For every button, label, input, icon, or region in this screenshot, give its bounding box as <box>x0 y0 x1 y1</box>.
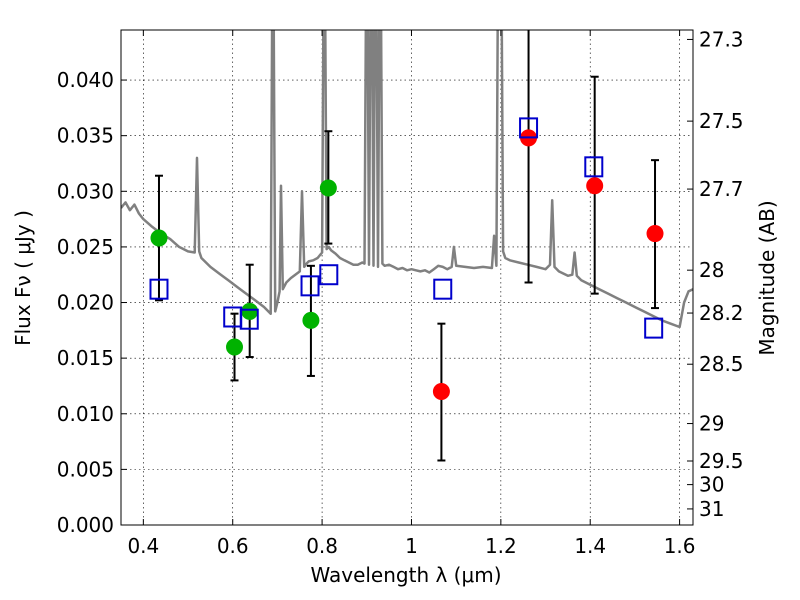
y-tick-label: 0.025 <box>57 235 114 259</box>
square-marker <box>644 317 664 339</box>
x-tick-label: 1 <box>405 534 418 558</box>
y-tick-label: 0.020 <box>57 291 114 315</box>
square-marker <box>239 308 259 330</box>
square-marker <box>433 278 453 300</box>
y-tick-label: 0.005 <box>57 457 114 481</box>
square-marker <box>584 156 604 178</box>
x-tick-label: 1.2 <box>485 534 517 558</box>
x-tick-label: 0.4 <box>127 534 159 558</box>
model-spectrum-group <box>121 30 693 329</box>
data-markers-group <box>149 30 664 462</box>
y-tick-label: 0.010 <box>57 402 114 426</box>
y-tick-label: 0.000 <box>57 513 114 537</box>
right-tick-label: 28 <box>699 258 724 282</box>
right-tick-label: 29.5 <box>699 449 744 473</box>
right-tick-label: 29 <box>699 412 724 436</box>
green-point <box>302 311 320 329</box>
y-tick-label: 0.035 <box>57 124 114 148</box>
right-tick-label: 27.3 <box>699 27 744 51</box>
x-tick-label: 0.6 <box>217 534 249 558</box>
x-tick-label: 1.4 <box>574 534 606 558</box>
right-axis-label: Magnitude (AB) <box>755 200 779 355</box>
x-axis-label: Wavelength λ (μm) <box>310 563 501 587</box>
plot-frame <box>120 29 694 526</box>
y-tick-label: 0.030 <box>57 179 114 203</box>
axis-ticks: 0.4 0.6 0.8 1 1.2 1.4 1.6 0.000 0.005 0.010 0.015 0… <box>57 27 744 558</box>
square-marker <box>319 264 339 286</box>
y-axis-label: Flux Fν ( μJy ) <box>11 210 35 346</box>
model-spectrum-line <box>121 30 693 329</box>
green-point <box>226 338 244 356</box>
square-marker <box>149 278 169 300</box>
right-tick-label: 28.5 <box>699 352 744 376</box>
square-marker <box>300 275 320 297</box>
right-tick-label: 27.5 <box>699 109 744 133</box>
red-point <box>432 383 450 401</box>
y-tick-label: 0.015 <box>57 346 114 370</box>
right-tick-label: 31 <box>699 497 724 521</box>
x-tick-label: 1.6 <box>664 534 696 558</box>
right-tick-label: 28.2 <box>699 301 744 325</box>
green-point <box>319 179 337 197</box>
green-point <box>241 302 259 320</box>
red-point <box>646 225 664 243</box>
red-point <box>586 177 604 195</box>
right-tick-label: 30 <box>699 473 724 497</box>
square-marker <box>519 117 539 139</box>
green-point <box>150 229 168 247</box>
right-tick-label: 27.7 <box>699 177 744 201</box>
grid <box>121 30 693 526</box>
y-tick-label: 0.040 <box>57 68 114 92</box>
x-tick-label: 0.8 <box>306 534 338 558</box>
